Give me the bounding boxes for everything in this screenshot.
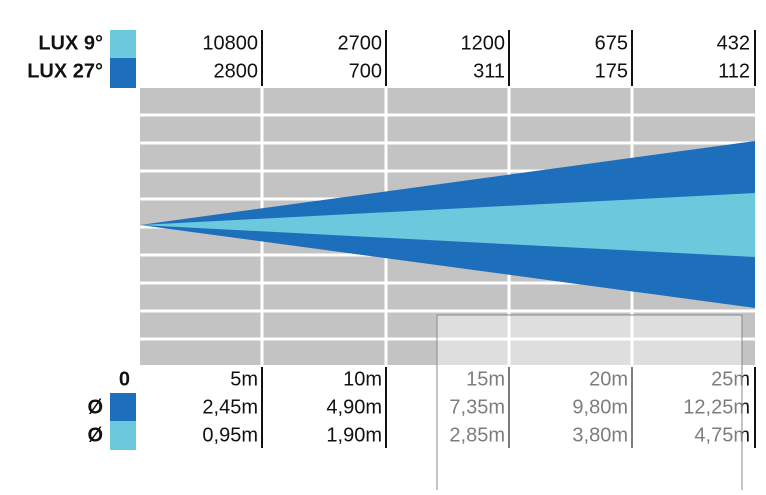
- lux-value: 175: [595, 60, 628, 82]
- lux-value: 2800: [214, 60, 259, 82]
- diameter-value: 0,95m: [202, 424, 258, 446]
- table-texts: LUX 9° 10800 2700 1200 675 432 LUX 27° 2800 700 3…: [27, 32, 750, 446]
- column-dividers: [261, 30, 756, 448]
- origin-label: 0: [119, 368, 130, 390]
- lux-value: 432: [717, 32, 750, 54]
- diameter-label: Ø: [87, 424, 103, 446]
- lux-label: LUX 27°: [27, 60, 103, 82]
- diameter-label: Ø: [87, 396, 103, 418]
- lux-label: LUX 9°: [38, 32, 103, 54]
- lux-value: 2700: [338, 32, 383, 54]
- diameter-value: 4,75m: [694, 424, 750, 446]
- diameter-value: 12,25m: [683, 396, 750, 418]
- distance-value: 20m: [589, 368, 628, 390]
- swatch-27deg: [110, 58, 136, 88]
- diameter-value: 2,45m: [202, 396, 258, 418]
- lux-value: 675: [595, 32, 628, 54]
- diameter-value: 4,90m: [326, 396, 382, 418]
- distance-value: 25m: [711, 368, 750, 390]
- overlay-box: [436, 314, 743, 494]
- lux-value: 311: [473, 60, 505, 82]
- lux-value: 112: [718, 60, 750, 82]
- swatch-9deg: [110, 30, 136, 58]
- lux-value: 1200: [461, 32, 506, 54]
- beam-9deg: [140, 193, 755, 257]
- lux-value: 10800: [202, 32, 258, 54]
- diameter-value: 1,90m: [326, 424, 382, 446]
- distance-value: 10m: [343, 368, 382, 390]
- distance-value: 15m: [466, 368, 505, 390]
- swatch-9deg-diameter: [110, 421, 136, 450]
- lux-value: 700: [349, 60, 382, 82]
- swatch-27deg-diameter: [110, 393, 136, 421]
- distance-value: 5m: [230, 368, 258, 390]
- diameter-value: 7,35m: [449, 396, 505, 418]
- diameter-value: 2,85m: [449, 424, 505, 446]
- diameter-value: 3,80m: [572, 424, 628, 446]
- diameter-value: 9,80m: [572, 396, 628, 418]
